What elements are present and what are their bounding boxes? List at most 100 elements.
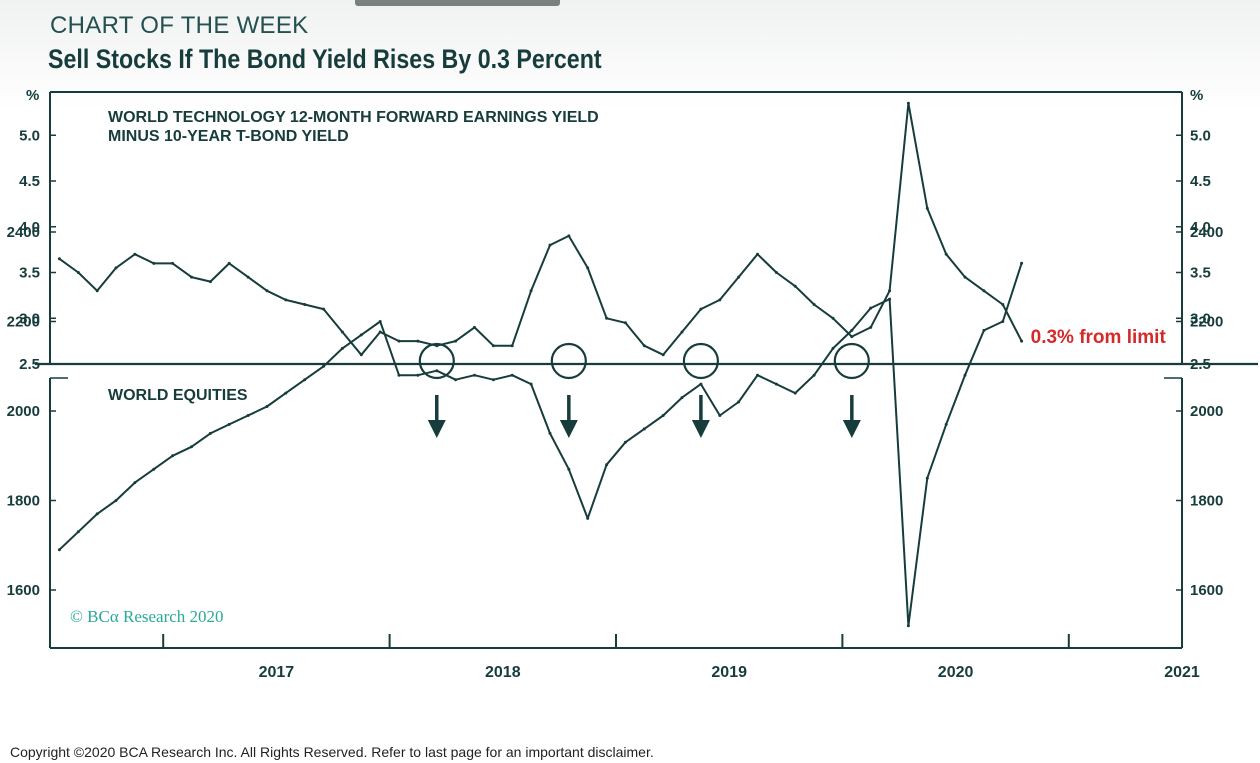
world-equities-point bbox=[850, 328, 854, 332]
circled-low-marker bbox=[418, 342, 455, 380]
world-equities-point bbox=[869, 306, 873, 310]
yield-spread-point bbox=[642, 344, 646, 348]
world-equities-point bbox=[95, 512, 99, 516]
y-tick-label-left: 4.5 bbox=[19, 173, 40, 190]
yield-spread-point bbox=[491, 344, 495, 348]
x-tick-label: 2018 bbox=[485, 664, 521, 681]
yield-spread-point bbox=[378, 330, 382, 334]
world-equities-point bbox=[982, 328, 986, 332]
yield-spread-point bbox=[812, 303, 816, 306]
panel-title: WORLD EQUITIES bbox=[108, 387, 248, 404]
yield-spread-point bbox=[227, 261, 231, 265]
y-tick-label-right: 4.5 bbox=[1190, 173, 1211, 190]
yield-spread-point bbox=[605, 316, 609, 320]
world-equities-point bbox=[661, 414, 665, 417]
x-tick-label: 2020 bbox=[938, 664, 974, 681]
world-equities-point bbox=[322, 364, 326, 368]
y-tick-label-right: 2.5 bbox=[1190, 356, 1211, 373]
y-tick-label-right: 5.0 bbox=[1190, 127, 1211, 144]
yield-spread-point bbox=[57, 257, 61, 261]
y-tick-label-left: 2200 bbox=[7, 314, 40, 331]
world-equities-point bbox=[586, 516, 590, 520]
yield-spread-point bbox=[284, 298, 288, 302]
yield-spread-point bbox=[925, 206, 929, 210]
yield-spread-point bbox=[869, 325, 873, 329]
y-tick-label-left: 1800 bbox=[7, 493, 40, 510]
yield-spread-point bbox=[529, 289, 533, 293]
y-tick-label-left: 2400 bbox=[7, 224, 40, 241]
down-arrow-icon bbox=[842, 395, 861, 438]
world-equities-point bbox=[152, 467, 156, 471]
y-tick-label-left: 4.0 bbox=[19, 219, 40, 236]
y-tick-label-left: 3.5 bbox=[19, 265, 40, 282]
yield-spread-point bbox=[623, 321, 627, 325]
y-tick-label-right: 1600 bbox=[1190, 582, 1223, 599]
panel-title: WORLD TECHNOLOGY 12-MONTH FORWARD EARNIN… bbox=[108, 109, 599, 126]
yield-spread-point bbox=[246, 275, 250, 279]
world-equities-point bbox=[208, 431, 212, 435]
down-arrow-icon bbox=[559, 395, 578, 438]
world-equities-point bbox=[416, 373, 420, 377]
yield-spread-point bbox=[888, 289, 892, 293]
yield-spread-point bbox=[567, 234, 571, 238]
y-tick-label-right: 3.0 bbox=[1190, 310, 1211, 327]
yield-spread-point bbox=[831, 316, 835, 320]
world-equities-point bbox=[774, 382, 778, 386]
y-tick-label-right: 2400 bbox=[1190, 224, 1223, 241]
world-equities-point bbox=[888, 297, 892, 301]
world-equities-point bbox=[227, 422, 231, 426]
world-equities-point bbox=[642, 427, 646, 431]
circled-low-marker bbox=[833, 342, 870, 380]
yield-spread-point bbox=[303, 303, 307, 306]
yield-spread-point bbox=[944, 252, 948, 256]
chart-title: Sell Stocks If The Bond Yield Rises By 0… bbox=[48, 44, 602, 74]
yield-spread-point bbox=[963, 275, 967, 279]
yield-spread-panel: % % 2.5 2.5 3.0 3.0 3.5 3.5 4.0 4.0 4.5 4.5 5.0 5.0 WO… bbox=[19, 87, 1211, 380]
world-equities-point bbox=[473, 373, 476, 377]
yield-spread-point bbox=[171, 261, 175, 265]
yield-spread-point bbox=[756, 252, 759, 256]
yield-spread-point bbox=[190, 275, 193, 279]
yield-spread-point bbox=[114, 266, 118, 270]
window-top-bar bbox=[355, 0, 560, 6]
yield-spread-point bbox=[76, 271, 80, 274]
down-arrow-icon bbox=[691, 395, 710, 438]
y-tick-label-right: 3.5 bbox=[1190, 265, 1211, 282]
down-arrow-head bbox=[691, 420, 710, 438]
world-equities-point bbox=[246, 414, 250, 417]
yield-spread-point bbox=[680, 330, 684, 334]
world-equities-point bbox=[756, 373, 759, 377]
yield-spread-line bbox=[58, 102, 1023, 356]
world-equities-point bbox=[944, 422, 948, 426]
y-tick-label-right: 4.0 bbox=[1190, 219, 1211, 236]
world-equities-point bbox=[378, 320, 382, 323]
world-equities-point bbox=[114, 499, 118, 502]
world-equities-point bbox=[190, 445, 193, 449]
world-equities-point bbox=[133, 481, 137, 485]
copyright-footer: Copyright ©2020 BCA Research Inc. All Ri… bbox=[10, 744, 654, 760]
yield-spread-point bbox=[340, 330, 344, 334]
world-equities-point bbox=[359, 333, 363, 337]
yield-spread-point bbox=[1020, 339, 1024, 343]
yield-spread-point bbox=[397, 339, 401, 343]
world-equities-point bbox=[340, 346, 344, 350]
y-tick-label-left: 3.0 bbox=[19, 310, 40, 327]
world-equities-point bbox=[454, 378, 458, 382]
world-equities-panel: 1600 1600 1800 1800 2000 2000 2200 2200 2400 2400… bbox=[7, 224, 1223, 628]
world-equities-point bbox=[510, 373, 514, 377]
limit-annotation: 0.3% from limit bbox=[1031, 327, 1167, 348]
y-tick-label-left: 2000 bbox=[7, 403, 40, 420]
yield-spread-point bbox=[322, 307, 326, 311]
yield-spread-point bbox=[208, 280, 212, 284]
world-equities-point bbox=[1001, 320, 1005, 323]
world-equities-point bbox=[963, 373, 967, 377]
yield-spread-point bbox=[906, 101, 910, 105]
x-axis: 2017 2018 2019 2020 2021 bbox=[162, 634, 1200, 681]
world-equities-point bbox=[529, 382, 533, 386]
world-equities-point bbox=[680, 396, 684, 400]
yield-spread-point bbox=[850, 335, 854, 339]
yield-spread-point bbox=[774, 271, 778, 274]
world-equities-point bbox=[906, 624, 910, 628]
world-equities-point bbox=[171, 454, 175, 458]
